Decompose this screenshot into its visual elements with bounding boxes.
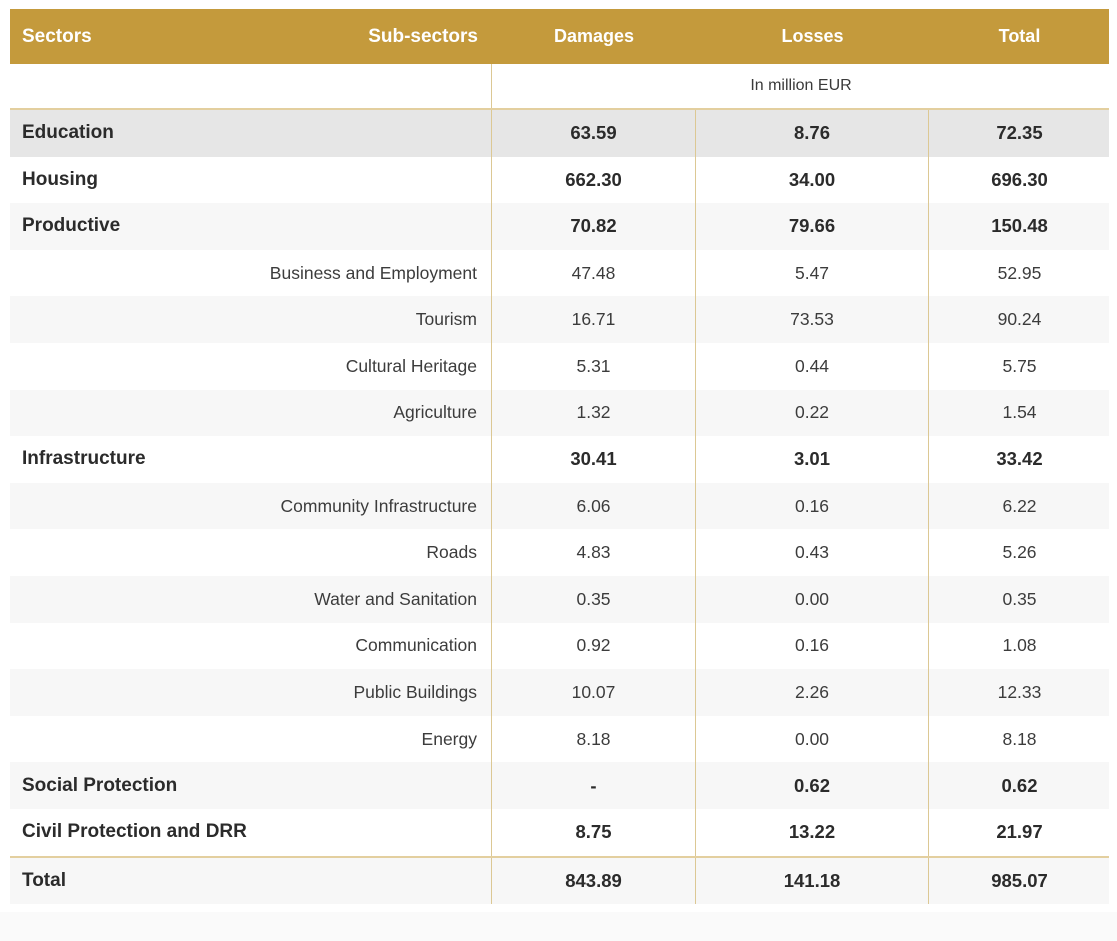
sector-name: Tourism [10, 296, 492, 343]
damages-value: 0.35 [492, 575, 696, 623]
total-value: 12.33 [997, 681, 1042, 702]
losses-value: 141.18 [696, 857, 929, 905]
damages-value: 47.48 [492, 249, 696, 297]
sector-name: Communication [10, 622, 492, 670]
losses-value: 34.00 [696, 156, 929, 204]
total-value: 696.30 [991, 168, 1048, 190]
damages-value: 843.89 [492, 857, 696, 905]
header-damages: Damages [553, 26, 635, 46]
damages-value: 1.32 [492, 389, 696, 437]
total-value: 1.08 [1002, 635, 1037, 656]
losses-value: 0.16 [696, 622, 929, 670]
damages-value: 6.06 [492, 482, 696, 530]
damages-value: 8.75 [492, 808, 696, 856]
table-header: Sectors Sub-sectors Damages Losses Total [10, 9, 1109, 64]
total-value: 1.54 [1002, 402, 1037, 423]
subsector-row: Business and Employment 47.48 5.47 52.95 [10, 249, 1109, 297]
sector-name: Housing [10, 156, 492, 204]
subsector-row: Communication 0.92 0.16 1.08 [10, 622, 1109, 670]
table-body: Education 63.59 8.76 72.35 Housing 662.30 34.0… [10, 110, 1109, 905]
subsector-row: Roads 4.83 0.43 5.26 [10, 529, 1109, 576]
damages-value: 5.31 [492, 342, 696, 390]
damages-value: 662.30 [492, 156, 696, 204]
losses-value: 0.22 [696, 389, 929, 437]
sector-row: Social Protection -0.62 0.62 [10, 762, 1109, 809]
damages-value: 8.18 [492, 715, 696, 763]
total-row: Total 843.89 141.18 985.07 [10, 855, 1109, 905]
sector-name: Social Protection [10, 762, 492, 809]
sector-name: Productive [10, 203, 492, 250]
total-value: 33.42 [996, 448, 1043, 470]
losses-value: 79.66 [696, 203, 929, 250]
total-value: 5.75 [1002, 355, 1037, 376]
total-value: 8.18 [1002, 728, 1037, 749]
sector-name: Education [10, 110, 492, 157]
total-value: 52.95 [997, 262, 1042, 283]
total-value: 0.62 [1001, 774, 1038, 796]
sector-name: Roads [10, 529, 492, 576]
losses-value: 2.26 [696, 669, 929, 716]
subsector-row: Tourism 16.71 73.53 90.24 [10, 296, 1109, 343]
subsector-row: Water and Sanitation 0.35 0.00 0.35 [10, 575, 1109, 623]
sector-row: Education 63.59 8.76 72.35 [10, 110, 1109, 157]
losses-value: 0.62 [696, 762, 929, 809]
unit-label: In million EUR [750, 77, 852, 94]
total-value: 21.97 [996, 821, 1043, 843]
damages-value: 10.07 [492, 669, 696, 716]
losses-value: 3.01 [696, 436, 929, 483]
damages-value: 70.82 [492, 203, 696, 250]
total-value: 72.35 [996, 122, 1043, 144]
subsector-row: Community Infrastructure 6.06 0.16 6.22 [10, 482, 1109, 530]
page-footer-band [0, 912, 1117, 941]
total-value: 6.22 [1002, 495, 1037, 516]
sector-name: Infrastructure [10, 436, 492, 483]
losses-value: 0.16 [696, 482, 929, 530]
subsector-row: Energy 8.18 0.00 8.18 [10, 715, 1109, 763]
total-value: 5.26 [1002, 542, 1037, 563]
unit-row-spacer [10, 64, 492, 108]
subsector-row: Public Buildings 10.07 2.26 12.33 [10, 669, 1109, 716]
losses-value: 0.00 [696, 715, 929, 763]
sector-name: Agriculture [10, 389, 492, 437]
total-value: 150.48 [991, 215, 1048, 237]
subsector-row: Agriculture 1.32 0.22 1.54 [10, 389, 1109, 437]
sector-row: Productive 70.82 79.66 150.48 [10, 203, 1109, 250]
losses-value: 0.00 [696, 575, 929, 623]
sector-name: Cultural Heritage [10, 342, 492, 390]
sector-row: Housing 662.30 34.00 696.30 [10, 156, 1109, 204]
header-losses: Losses [781, 26, 844, 46]
damages-value: 0.92 [492, 622, 696, 670]
header-sectors: Sectors [22, 25, 92, 47]
total-value: 985.07 [991, 869, 1048, 891]
damages-value: 16.71 [492, 296, 696, 343]
losses-value: 13.22 [696, 808, 929, 856]
sector-name: Business and Employment [10, 249, 492, 297]
losses-value: 8.76 [696, 110, 929, 157]
sector-name: Public Buildings [10, 669, 492, 716]
sector-row: Civil Protection and DRR 8.75 13.22 21.97 [10, 808, 1109, 856]
header-sector-cell: Sectors Sub-sectors [10, 9, 492, 64]
sector-name: Civil Protection and DRR [10, 808, 492, 856]
damages-value: 30.41 [492, 436, 696, 483]
sector-row: Infrastructure 30.41 3.01 33.42 [10, 436, 1109, 483]
losses-value: 73.53 [696, 296, 929, 343]
losses-value: 5.47 [696, 249, 929, 297]
damages-value: 4.83 [492, 529, 696, 576]
damages-value: - [492, 762, 696, 809]
damages-value: 63.59 [492, 110, 696, 157]
sector-name: Community Infrastructure [10, 482, 492, 530]
losses-value: 0.43 [696, 529, 929, 576]
damages-losses-table: Sectors Sub-sectors Damages Losses Total… [10, 9, 1109, 905]
header-sub-sectors: Sub-sectors [368, 25, 478, 47]
header-total: Total [998, 26, 1041, 46]
sector-name: Total [10, 857, 492, 905]
total-value: 90.24 [997, 309, 1042, 330]
sector-name: Energy [10, 715, 492, 763]
sector-name: Water and Sanitation [10, 575, 492, 623]
losses-value: 0.44 [696, 342, 929, 390]
unit-row: In million EUR [10, 64, 1109, 110]
total-value: 0.35 [1002, 588, 1037, 609]
subsector-row: Cultural Heritage 5.31 0.44 5.75 [10, 342, 1109, 390]
